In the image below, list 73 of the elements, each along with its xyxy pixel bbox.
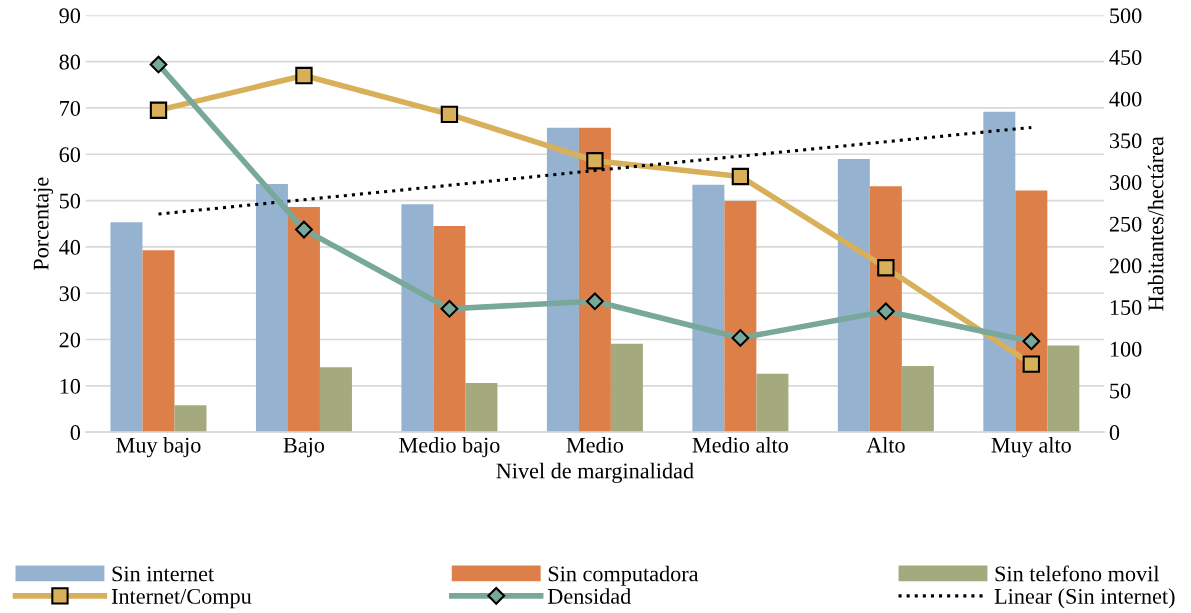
point <box>440 299 459 318</box>
bar <box>724 201 757 433</box>
line-series <box>156 125 1033 216</box>
bar <box>401 204 434 433</box>
y2-tick-label: 250 <box>1109 216 1142 232</box>
legend-label: Linear (Sin internet) <box>994 588 1175 609</box>
y-tick-label: 80 <box>59 54 81 70</box>
y2-tick-label: 300 <box>1109 174 1142 190</box>
point <box>149 55 168 74</box>
y2-tick-label: 0 <box>1109 425 1120 441</box>
legend-label: Sin telefono movil <box>995 565 1160 582</box>
x-tick-label: Muy alto <box>991 437 1071 458</box>
y-tick-label: 60 <box>59 147 81 163</box>
point <box>731 167 750 186</box>
point <box>586 152 604 170</box>
y-axis-title: Porcentaje <box>33 177 54 270</box>
y2-tick-label: 150 <box>1110 300 1142 316</box>
bar <box>901 365 934 433</box>
legend-label: Internet/Compu <box>111 588 252 609</box>
y2-tick-label: 100 <box>1110 341 1142 357</box>
point <box>295 66 313 85</box>
y-tick-label: 50 <box>59 193 81 209</box>
x-axis-title: Nivel de marginalidad <box>496 462 694 484</box>
bar <box>1047 345 1080 433</box>
x-tick-label: Bajo <box>283 437 325 458</box>
y2-tick-label: 450 <box>1109 49 1142 65</box>
bar <box>174 405 207 433</box>
point <box>295 220 313 239</box>
y2-tick-label: 400 <box>1109 91 1142 107</box>
bar <box>578 127 611 433</box>
x-tick-label: Alto <box>866 437 905 453</box>
y-tick-label: 10 <box>60 378 81 394</box>
y-tick-label: 30 <box>59 286 81 302</box>
y-tick-label: 40 <box>59 239 81 255</box>
point <box>877 259 895 277</box>
bar <box>983 111 1016 433</box>
y2-tick-label: 350 <box>1109 133 1142 149</box>
bar <box>837 158 870 433</box>
x-tick-label: Medio <box>566 437 624 453</box>
bar <box>319 367 352 433</box>
bar <box>465 383 498 433</box>
bar <box>869 186 902 433</box>
bar <box>610 343 643 433</box>
bar <box>142 250 175 433</box>
bar <box>287 207 320 433</box>
bar <box>1015 190 1048 433</box>
y-tick-label: 0 <box>70 425 81 441</box>
legend-label: Sin internet <box>112 566 214 582</box>
legend-label: Sin computadora <box>548 565 699 586</box>
y2-tick-label: 200 <box>1109 258 1142 274</box>
legend-label: Densidad <box>547 588 631 604</box>
point <box>440 105 459 124</box>
point <box>731 329 750 347</box>
x-tick-label: Medio bajo <box>399 437 500 458</box>
y-tick-label: 20 <box>59 332 81 348</box>
point <box>149 101 168 119</box>
bar <box>433 226 466 433</box>
point <box>1022 332 1041 351</box>
point <box>1022 355 1040 373</box>
bar <box>546 127 579 433</box>
y-tick-label: 90 <box>59 8 81 24</box>
bar <box>255 183 288 433</box>
point <box>876 302 895 321</box>
bar <box>756 373 789 433</box>
point <box>586 292 604 311</box>
bar <box>110 222 143 433</box>
x-tick-label: Medio alto <box>692 437 788 453</box>
y2-tick-label: 50 <box>1110 383 1131 399</box>
x-tick-label: Muy bajo <box>116 437 201 458</box>
bar <box>692 184 725 433</box>
y2-axis-title: Habitantes/hectárea <box>1147 136 1164 311</box>
y-tick-label: 70 <box>60 100 81 116</box>
y2-tick-label: 500 <box>1110 8 1142 24</box>
